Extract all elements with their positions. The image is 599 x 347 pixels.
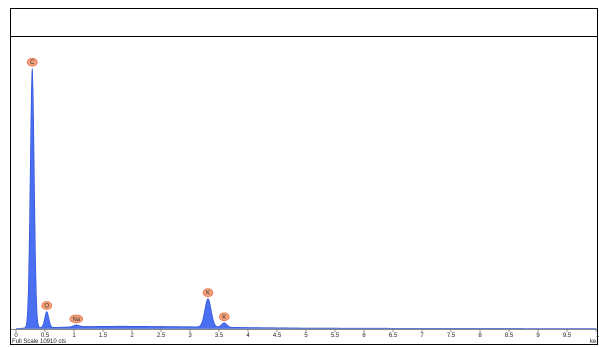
x-tick-label: 7.5 (447, 333, 456, 339)
x-tick-label: 4 (246, 333, 250, 339)
peak-marker-badge (26, 57, 38, 67)
peak-marker-badge (202, 288, 214, 297)
peak-label-k: K (202, 288, 214, 297)
peak-markers: C O Na K K (26, 57, 230, 324)
x-tick-label: 3 (188, 333, 192, 339)
x-tick-label: 3.5 (215, 333, 224, 339)
peak-marker-text: K (206, 291, 210, 297)
outer-border (10, 8, 598, 345)
x-tick-label: 0.5 (41, 333, 50, 339)
peak-marker-text: Na (72, 317, 80, 323)
x-tick-label: 2.5 (157, 333, 166, 339)
x-tick-label: 9 (536, 333, 540, 339)
x-tick-label: 6.5 (389, 333, 398, 339)
x-tick-label: 1 (72, 333, 76, 339)
peak-label-c: C (26, 57, 38, 67)
peak-marker-text: O (44, 304, 49, 310)
x-axis-tick-labels: 0 0.5 1 1.5 2 2.5 3 3.5 4 4.5 5 5.5 6 6.5 7 7.5 8 8.5 9 9.5… (14, 333, 599, 339)
x-tick-label: 0 (14, 333, 18, 339)
peak-label-na: Na (69, 314, 84, 324)
x-tick-label: 8.5 (505, 333, 514, 339)
peak-label-o: O (41, 301, 53, 310)
x-tick-label: 4.5 (273, 333, 282, 339)
peak-marker-text: C (30, 60, 35, 66)
x-tick-label: 5 (304, 333, 308, 339)
x-unit-label: ke (590, 339, 597, 345)
x-axis-ticks (15, 329, 597, 332)
x-tick-label: 8 (478, 333, 482, 339)
peak-marker-badge (69, 314, 84, 324)
x-tick-label: 2 (130, 333, 134, 339)
peak-marker-badge (218, 312, 230, 322)
peak-marker-badge (41, 301, 53, 310)
x-tick-label: 6 (362, 333, 366, 339)
full-scale-label: Full Scale 10910 cts (12, 339, 66, 345)
x-tick-label: 5.5 (331, 333, 340, 339)
peak-label-k: K (218, 312, 230, 322)
peak-marker-text: K (222, 315, 226, 321)
x-tick-label: 1.5 (99, 333, 108, 339)
x-tick-label: 10 (596, 333, 599, 339)
x-tick-label: 9.5 (563, 333, 572, 339)
x-tick-label: 7 (420, 333, 424, 339)
spectrum-area (15, 68, 597, 329)
